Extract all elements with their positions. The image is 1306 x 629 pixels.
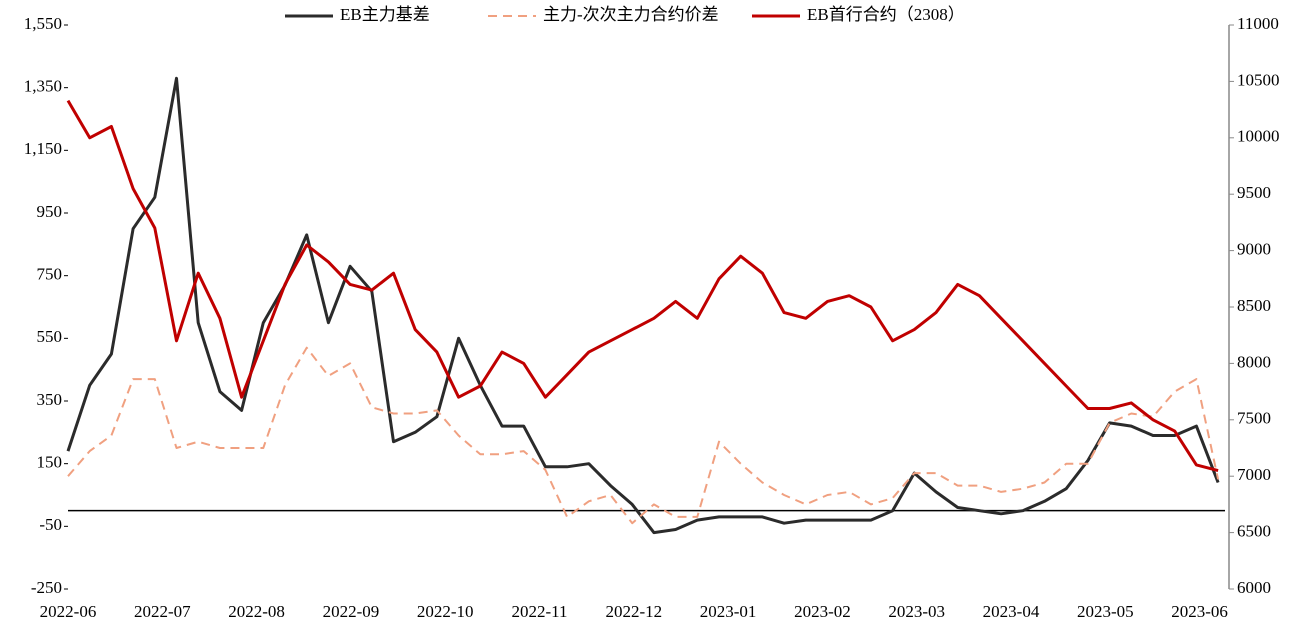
x-tick-label: 2023-06 [1171,602,1228,621]
series-line [66,99,1219,473]
x-tick-label: 2022-08 [228,602,285,621]
y2-tick-label: 9000 [1237,240,1271,259]
x-tick-label: 2022-10 [417,602,474,621]
x-tick-label: 2022-11 [511,602,567,621]
legend-label: EB首行合约（2308） [807,5,965,24]
x-tick-label: 2023-05 [1077,602,1134,621]
series-line [67,346,1220,525]
y2-tick-label: 6000 [1237,578,1271,597]
y-tick-label: 1,550 [24,14,62,33]
x-tick-label: 2022-07 [134,602,191,621]
x-tick-label: 2023-03 [888,602,945,621]
y-tick-label: 550 [37,327,63,346]
y-tick-label: 950 [37,202,63,221]
y2-tick-label: 11000 [1237,14,1279,33]
y-tick-label: -250 [31,578,62,597]
x-tick-label: 2023-04 [983,602,1040,621]
x-tick-label: 2022-09 [323,602,380,621]
y2-tick-label: 8000 [1237,352,1271,371]
series-line [66,76,1220,535]
y-tick-label: 350 [37,390,63,409]
x-tick-label: 2023-02 [794,602,851,621]
y-tick-label: -50 [39,515,62,534]
y2-tick-label: 6500 [1237,522,1271,541]
x-tick-label: 2022-06 [40,602,97,621]
y-tick-label: 150 [37,453,63,472]
legend-label: 主力-次次主力合约价差 [543,5,719,24]
x-tick-label: 2022-12 [605,602,662,621]
y2-tick-label: 10000 [1237,127,1280,146]
y-tick-label: 750 [37,265,63,284]
y2-tick-label: 7500 [1237,409,1271,428]
y2-tick-label: 10500 [1237,70,1280,89]
y2-tick-label: 8500 [1237,296,1271,315]
y2-tick-label: 7000 [1237,465,1271,484]
legend-label: EB主力基差 [340,5,430,24]
y-tick-label: 1,150 [24,139,62,158]
y2-tick-label: 9500 [1237,183,1271,202]
y-tick-label: 1,350 [24,77,62,96]
x-tick-label: 2023-01 [700,602,757,621]
